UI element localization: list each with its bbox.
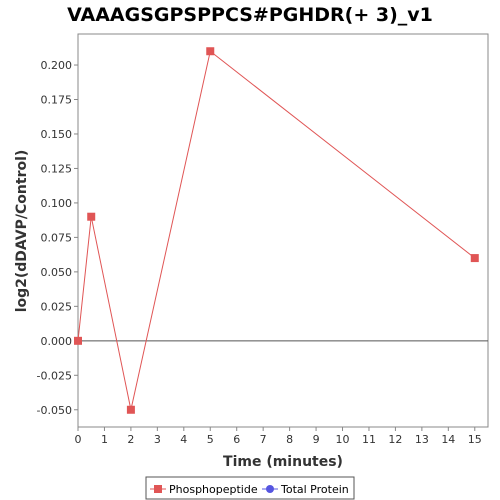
- plot-area: [77, 33, 489, 428]
- legend-box: [145, 476, 355, 500]
- x-axis-label: Time (minutes): [223, 454, 343, 470]
- x-tick-label: 12: [388, 433, 402, 446]
- legend-marker-phosphopeptide: [154, 485, 162, 493]
- x-tick-label: 10: [336, 433, 350, 446]
- data-point: [87, 212, 96, 221]
- x-tick-label: 6: [233, 433, 240, 446]
- x-tick-label: 11: [362, 433, 376, 446]
- y-tick-label: 0.100: [41, 197, 73, 210]
- x-tick-label: 4: [180, 433, 187, 446]
- x-tick-label: 0: [75, 433, 82, 446]
- y-tick-label: 0.150: [41, 128, 73, 141]
- x-tick-label: 1: [101, 433, 108, 446]
- legend-label-phosphopeptide: Phosphopeptide: [169, 483, 258, 496]
- chart-title: VAAAGSGPSPPCS#PGHDR(+ 3)_v1: [67, 4, 433, 26]
- x-tick-label: 9: [313, 433, 320, 446]
- series-layer: [74, 47, 479, 414]
- y-tick-label: 0.175: [41, 94, 73, 107]
- y-tick-label: 0.025: [41, 300, 73, 313]
- y-tick-label: 0.075: [41, 231, 73, 244]
- x-axis: 0 1 2 3 4 5 6 7 8 9 10 11 12 13 14 15: [75, 427, 482, 446]
- y-axis: -0.050 -0.025 0.000 0.025 0.050 0.075 0.100 0.1…: [37, 59, 78, 417]
- x-tick-label: 8: [286, 433, 293, 446]
- data-point: [470, 254, 479, 263]
- x-tick-label: 15: [468, 433, 482, 446]
- y-axis-label: log2(dDAVP/Control): [14, 150, 30, 313]
- x-tick-label: 2: [127, 433, 134, 446]
- y-tick-label: 0.000: [41, 335, 73, 348]
- x-tick-label: 13: [415, 433, 429, 446]
- legend-marker-total-protein: [266, 485, 274, 493]
- y-tick-label: -0.025: [37, 369, 72, 382]
- y-tick-label: -0.050: [37, 404, 72, 417]
- y-tick-label: 0.200: [41, 59, 73, 72]
- x-tick-label: 5: [207, 433, 214, 446]
- data-point: [74, 336, 82, 345]
- legend: Phosphopeptide Total Protein: [145, 476, 355, 500]
- y-tick-label: 0.125: [41, 162, 73, 175]
- legend-label-total-protein: Total Protein: [280, 483, 349, 496]
- data-point: [126, 405, 135, 414]
- y-tick-label: 0.050: [41, 266, 73, 279]
- x-tick-label: 3: [154, 433, 161, 446]
- data-point: [206, 47, 215, 56]
- x-tick-label: 14: [441, 433, 455, 446]
- x-tick-label: 7: [260, 433, 267, 446]
